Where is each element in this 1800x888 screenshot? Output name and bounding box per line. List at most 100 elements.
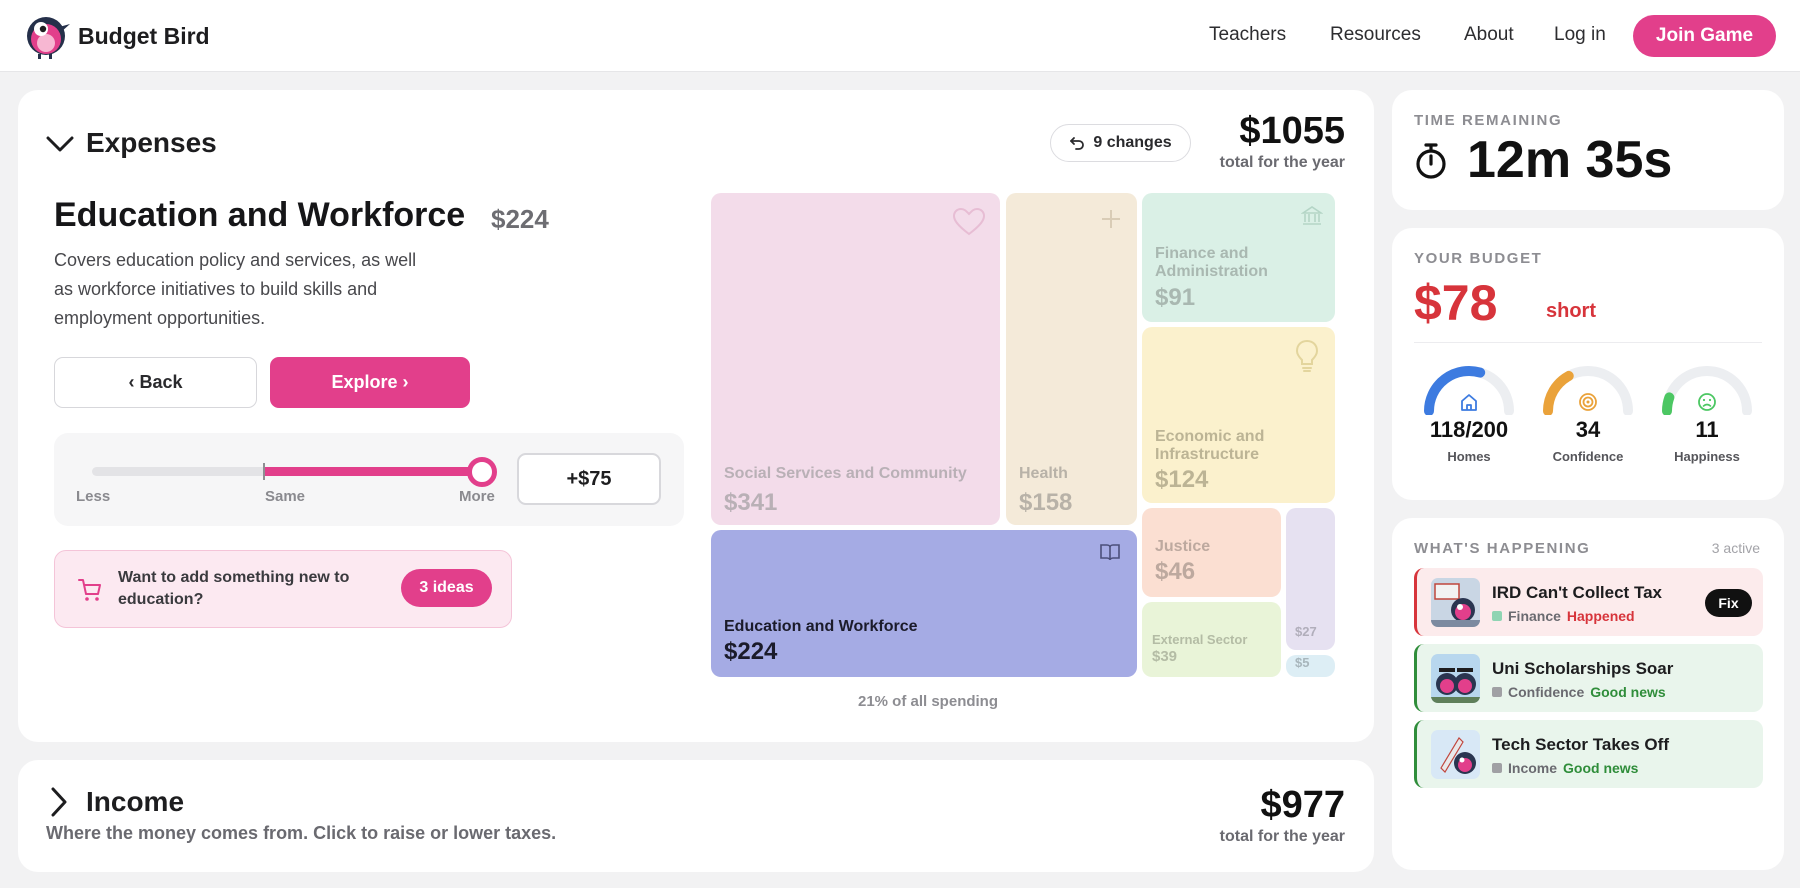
income-subtitle: Where the money comes from. Click to rai…: [46, 823, 557, 843]
tile-name: Education and Workforce: [724, 618, 918, 635]
treemap-tile-small-27[interactable]: $27: [1286, 508, 1335, 650]
events-card: WHAT'S HAPPENING 3 active IRD Can't Coll…: [1392, 518, 1784, 870]
brand-logo[interactable]: Budget Bird: [24, 12, 210, 60]
category-title: Education and Workforce: [54, 196, 466, 234]
event-thumbnail: [1431, 654, 1480, 703]
expenses-total-caption: total for the year: [1219, 154, 1345, 171]
event-status: Good news: [1590, 684, 1666, 700]
nav-link-teachers[interactable]: Teachers: [1209, 24, 1287, 45]
tile-name: Justice: [1155, 538, 1211, 555]
slider-label-less: Less: [76, 488, 111, 505]
gauge-confidence: 34 Confidence: [1533, 363, 1643, 464]
treemap-tile-justice[interactable]: Justice $46: [1142, 508, 1281, 597]
ideas-text: Want to add something new to education?: [118, 569, 350, 608]
nav-link-login[interactable]: Log in: [1554, 24, 1606, 45]
slider-label-more: More: [459, 488, 495, 505]
event-thumbnail: [1431, 578, 1480, 627]
tile-name: External Sector: [1152, 632, 1248, 647]
budget-bird-logo-icon: [27, 17, 70, 59]
gauge-arc: [1543, 366, 1633, 415]
spending-share-note: 21% of all spending: [857, 693, 999, 710]
gauge-value: 11: [1695, 417, 1719, 442]
gauge-value: 118/200: [1429, 417, 1509, 442]
event-category: Confidence: [1508, 684, 1585, 700]
book-icon: [1100, 544, 1120, 561]
sad-face-icon: [1698, 393, 1716, 411]
tile-value: $124: [1155, 466, 1209, 493]
gauge-label: Homes: [1447, 449, 1491, 464]
top-nav: Budget Bird Teachers Resources About Log…: [0, 0, 1800, 72]
event-illustration-icon: [1431, 654, 1480, 703]
event-card[interactable]: IRD Can't Collect Tax Finance Happened F…: [1414, 568, 1763, 636]
spending-slider-panel: Less Same More +$75: [54, 433, 684, 526]
income-card[interactable]: Income Where the money comes from. Click…: [18, 760, 1374, 872]
lightbulb-icon: [1295, 339, 1319, 372]
event-card[interactable]: Uni Scholarships Soar Confidence Good ne…: [1414, 644, 1763, 712]
fix-button[interactable]: Fix: [1705, 589, 1752, 617]
slider-fill: [263, 467, 482, 476]
income-title[interactable]: Income: [86, 786, 185, 817]
plus-icon: [1102, 210, 1120, 228]
changes-button[interactable]: 9 changes: [1050, 124, 1191, 162]
back-button[interactable]: ‹ Back: [54, 357, 257, 408]
event-illustration-icon: [1431, 578, 1480, 627]
nav-link-about[interactable]: About: [1464, 24, 1514, 45]
event-category: Income: [1508, 760, 1558, 776]
event-status: Good news: [1563, 760, 1639, 776]
slider-thumb[interactable]: [467, 457, 497, 487]
tile-name: Finance and Administration: [1155, 245, 1268, 280]
tile-value: $91: [1155, 284, 1196, 311]
undo-icon: [1070, 137, 1085, 150]
explore-button[interactable]: Explore ›: [270, 357, 470, 408]
event-title: IRD Can't Collect Tax: [1492, 583, 1662, 602]
category-swatch: [1492, 763, 1502, 773]
gauge-homes: 118/200 Homes: [1414, 363, 1524, 464]
event-category: Finance: [1508, 608, 1561, 624]
timer-label: TIME REMAINING: [1414, 112, 1563, 129]
treemap-tile-small-5[interactable]: $5: [1286, 655, 1335, 677]
timer-value: 12m 35s: [1467, 131, 1673, 189]
expenses-total: $1055: [1239, 110, 1345, 152]
bank-icon: [1301, 206, 1323, 225]
chevron-right-icon[interactable]: [50, 787, 68, 817]
expenses-title[interactable]: Expenses: [86, 127, 217, 158]
slider-label-same: Same: [265, 488, 306, 505]
tile-value: $46: [1155, 558, 1196, 585]
income-total-caption: total for the year: [1219, 828, 1345, 845]
event-meta: Finance Happened: [1492, 608, 1635, 624]
tile-value: $27: [1295, 624, 1317, 639]
ideas-callout[interactable]: Want to add something new to education? …: [54, 550, 512, 628]
slider-track[interactable]: [92, 457, 497, 487]
tile-name: Social Services and Community: [724, 465, 967, 482]
tile-value: $341: [724, 489, 778, 516]
treemap-tile-social-services[interactable]: Social Services and Community $341: [711, 193, 1000, 525]
treemap-tile-health[interactable]: Health $158: [1006, 193, 1137, 525]
chevron-down-icon[interactable]: [46, 135, 74, 153]
tile-value: $224: [724, 638, 778, 665]
spending-delta-input[interactable]: +$75: [517, 453, 661, 505]
slider-same-marker: [262, 463, 265, 480]
treemap-tile-economic[interactable]: Economic and Infrastructure $124: [1142, 327, 1335, 503]
budget-card: YOUR BUDGET $78 short 118/200 Homes 34 C…: [1392, 228, 1784, 500]
event-meta: Confidence Good news: [1492, 684, 1666, 700]
treemap-tile-education-selected[interactable]: Education and Workforce $224: [711, 530, 1137, 677]
event-title: Tech Sector Takes Off: [1492, 735, 1669, 754]
budget-label: YOUR BUDGET: [1414, 250, 1543, 267]
event-title: Uni Scholarships Soar: [1492, 659, 1674, 678]
tile-name: Economic and Infrastructure: [1155, 428, 1265, 463]
budget-status: short: [1546, 300, 1596, 322]
join-game-button[interactable]: Join Game: [1633, 15, 1776, 57]
changes-label: 9 changes: [1093, 134, 1172, 151]
tile-value: $39: [1152, 648, 1178, 665]
treemap-tile-external-sector[interactable]: External Sector $39: [1142, 602, 1281, 677]
ideas-button[interactable]: 3 ideas: [401, 569, 492, 607]
gauge-arc: [1661, 366, 1752, 415]
category-swatch: [1492, 611, 1502, 621]
events-label: WHAT'S HAPPENING: [1414, 540, 1591, 557]
divider: [1414, 342, 1762, 343]
nav-link-resources[interactable]: Resources: [1330, 24, 1421, 45]
treemap-tile-finance[interactable]: Finance and Administration $91: [1142, 193, 1335, 322]
event-card[interactable]: Tech Sector Takes Off Income Good news: [1414, 720, 1763, 788]
tile-name: Health: [1019, 465, 1068, 482]
category-swatch: [1492, 687, 1502, 697]
